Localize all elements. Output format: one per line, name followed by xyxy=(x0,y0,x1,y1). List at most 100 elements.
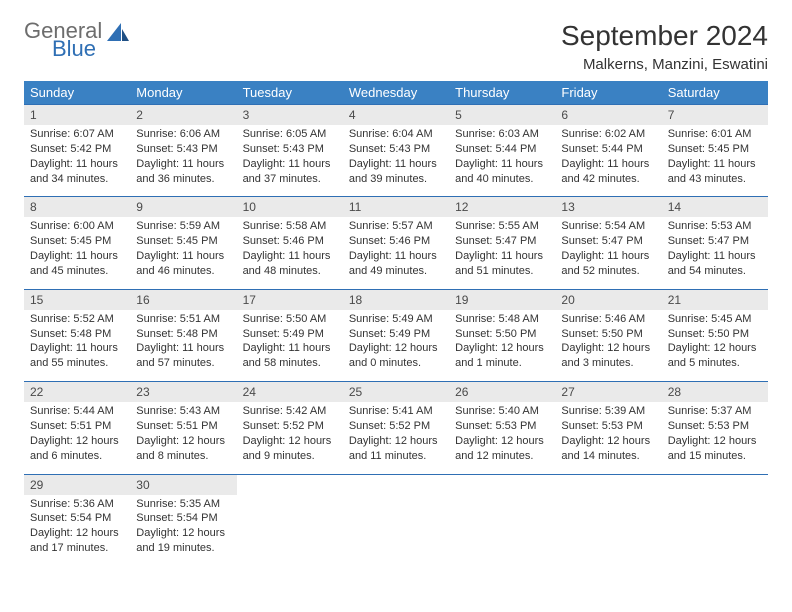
sunset-line: Sunset: 5:46 PM xyxy=(349,234,443,249)
daylight-line: Daylight: 11 hours and 54 minutes. xyxy=(668,249,762,279)
sunset-line: Sunset: 5:54 PM xyxy=(30,511,124,526)
day-detail-cell: Sunrise: 5:43 AMSunset: 5:51 PMDaylight:… xyxy=(130,402,236,474)
day-number-cell: 17 xyxy=(237,289,343,310)
day-number-cell: 9 xyxy=(130,197,236,218)
sunrise-line: Sunrise: 6:05 AM xyxy=(243,127,337,142)
day-number-cell xyxy=(449,474,555,495)
daylight-line: Daylight: 12 hours and 14 minutes. xyxy=(561,434,655,464)
day-detail-cell xyxy=(662,495,768,566)
weekday-row: SundayMondayTuesdayWednesdayThursdayFrid… xyxy=(24,81,768,105)
sunrise-line: Sunrise: 6:02 AM xyxy=(561,127,655,142)
day-number-cell: 16 xyxy=(130,289,236,310)
day-detail-cell: Sunrise: 5:46 AMSunset: 5:50 PMDaylight:… xyxy=(555,310,661,382)
month-title: September 2024 xyxy=(561,20,768,52)
sunrise-line: Sunrise: 5:46 AM xyxy=(561,312,655,327)
sunset-line: Sunset: 5:53 PM xyxy=(561,419,655,434)
daylight-line: Daylight: 12 hours and 11 minutes. xyxy=(349,434,443,464)
sunset-line: Sunset: 5:51 PM xyxy=(136,419,230,434)
sunset-line: Sunset: 5:47 PM xyxy=(455,234,549,249)
day-number-cell: 18 xyxy=(343,289,449,310)
sunrise-line: Sunrise: 5:45 AM xyxy=(668,312,762,327)
sunrise-line: Sunrise: 5:49 AM xyxy=(349,312,443,327)
daylight-line: Daylight: 11 hours and 48 minutes. xyxy=(243,249,337,279)
daylight-line: Daylight: 12 hours and 12 minutes. xyxy=(455,434,549,464)
sunset-line: Sunset: 5:50 PM xyxy=(561,327,655,342)
sunrise-line: Sunrise: 5:41 AM xyxy=(349,404,443,419)
day-number-cell: 5 xyxy=(449,105,555,126)
day-detail-cell xyxy=(343,495,449,566)
sunset-line: Sunset: 5:44 PM xyxy=(455,142,549,157)
day-detail-cell: Sunrise: 5:37 AMSunset: 5:53 PMDaylight:… xyxy=(662,402,768,474)
sunrise-line: Sunrise: 5:35 AM xyxy=(136,497,230,512)
daylight-line: Daylight: 12 hours and 9 minutes. xyxy=(243,434,337,464)
daylight-line: Daylight: 11 hours and 46 minutes. xyxy=(136,249,230,279)
day-detail-row: Sunrise: 5:44 AMSunset: 5:51 PMDaylight:… xyxy=(24,402,768,474)
sunset-line: Sunset: 5:53 PM xyxy=(668,419,762,434)
day-number-cell: 30 xyxy=(130,474,236,495)
day-detail-cell: Sunrise: 6:06 AMSunset: 5:43 PMDaylight:… xyxy=(130,125,236,197)
day-detail-cell: Sunrise: 5:54 AMSunset: 5:47 PMDaylight:… xyxy=(555,217,661,289)
day-detail-row: Sunrise: 5:36 AMSunset: 5:54 PMDaylight:… xyxy=(24,495,768,566)
sunrise-line: Sunrise: 5:54 AM xyxy=(561,219,655,234)
sunset-line: Sunset: 5:45 PM xyxy=(136,234,230,249)
weekday-header: Sunday xyxy=(24,81,130,105)
day-detail-cell: Sunrise: 5:55 AMSunset: 5:47 PMDaylight:… xyxy=(449,217,555,289)
sunrise-line: Sunrise: 5:48 AM xyxy=(455,312,549,327)
logo-line2: Blue xyxy=(52,38,102,60)
day-detail-cell: Sunrise: 6:02 AMSunset: 5:44 PMDaylight:… xyxy=(555,125,661,197)
sunset-line: Sunset: 5:43 PM xyxy=(136,142,230,157)
day-number-cell: 29 xyxy=(24,474,130,495)
day-number-cell: 27 xyxy=(555,382,661,403)
daylight-line: Daylight: 11 hours and 52 minutes. xyxy=(561,249,655,279)
day-number-cell: 3 xyxy=(237,105,343,126)
sunrise-line: Sunrise: 5:44 AM xyxy=(30,404,124,419)
day-detail-cell: Sunrise: 5:39 AMSunset: 5:53 PMDaylight:… xyxy=(555,402,661,474)
sunrise-line: Sunrise: 5:53 AM xyxy=(668,219,762,234)
day-detail-cell: Sunrise: 6:07 AMSunset: 5:42 PMDaylight:… xyxy=(24,125,130,197)
location: Malkerns, Manzini, Eswatini xyxy=(561,56,768,73)
day-number-cell: 8 xyxy=(24,197,130,218)
day-detail-row: Sunrise: 6:00 AMSunset: 5:45 PMDaylight:… xyxy=(24,217,768,289)
sunrise-line: Sunrise: 5:37 AM xyxy=(668,404,762,419)
weekday-header: Monday xyxy=(130,81,236,105)
sunrise-line: Sunrise: 6:07 AM xyxy=(30,127,124,142)
sunset-line: Sunset: 5:51 PM xyxy=(30,419,124,434)
sunrise-line: Sunrise: 5:50 AM xyxy=(243,312,337,327)
sunrise-line: Sunrise: 6:03 AM xyxy=(455,127,549,142)
day-detail-cell: Sunrise: 5:44 AMSunset: 5:51 PMDaylight:… xyxy=(24,402,130,474)
day-number-cell: 26 xyxy=(449,382,555,403)
sunset-line: Sunset: 5:54 PM xyxy=(136,511,230,526)
day-detail-cell xyxy=(237,495,343,566)
sunrise-line: Sunrise: 6:04 AM xyxy=(349,127,443,142)
daylight-line: Daylight: 12 hours and 5 minutes. xyxy=(668,341,762,371)
day-detail-cell: Sunrise: 5:48 AMSunset: 5:50 PMDaylight:… xyxy=(449,310,555,382)
day-number-cell: 13 xyxy=(555,197,661,218)
daylight-line: Daylight: 12 hours and 1 minute. xyxy=(455,341,549,371)
daylight-line: Daylight: 12 hours and 3 minutes. xyxy=(561,341,655,371)
day-number-cell: 7 xyxy=(662,105,768,126)
daylight-line: Daylight: 11 hours and 55 minutes. xyxy=(30,341,124,371)
day-number-cell xyxy=(555,474,661,495)
day-detail-cell xyxy=(555,495,661,566)
day-detail-cell: Sunrise: 5:42 AMSunset: 5:52 PMDaylight:… xyxy=(237,402,343,474)
sunset-line: Sunset: 5:42 PM xyxy=(30,142,124,157)
daylight-line: Daylight: 11 hours and 34 minutes. xyxy=(30,157,124,187)
day-number-cell: 20 xyxy=(555,289,661,310)
sunset-line: Sunset: 5:44 PM xyxy=(561,142,655,157)
sunset-line: Sunset: 5:52 PM xyxy=(349,419,443,434)
day-number-row: 891011121314 xyxy=(24,197,768,218)
day-detail-cell: Sunrise: 5:40 AMSunset: 5:53 PMDaylight:… xyxy=(449,402,555,474)
sunrise-line: Sunrise: 5:43 AM xyxy=(136,404,230,419)
day-detail-cell: Sunrise: 6:03 AMSunset: 5:44 PMDaylight:… xyxy=(449,125,555,197)
daylight-line: Daylight: 11 hours and 43 minutes. xyxy=(668,157,762,187)
day-number-row: 2930 xyxy=(24,474,768,495)
weekday-header: Thursday xyxy=(449,81,555,105)
day-detail-cell: Sunrise: 5:58 AMSunset: 5:46 PMDaylight:… xyxy=(237,217,343,289)
sunrise-line: Sunrise: 5:39 AM xyxy=(561,404,655,419)
day-number-cell: 11 xyxy=(343,197,449,218)
weekday-header: Saturday xyxy=(662,81,768,105)
day-detail-row: Sunrise: 6:07 AMSunset: 5:42 PMDaylight:… xyxy=(24,125,768,197)
day-number-cell: 23 xyxy=(130,382,236,403)
day-detail-cell: Sunrise: 5:51 AMSunset: 5:48 PMDaylight:… xyxy=(130,310,236,382)
day-detail-cell: Sunrise: 5:36 AMSunset: 5:54 PMDaylight:… xyxy=(24,495,130,566)
